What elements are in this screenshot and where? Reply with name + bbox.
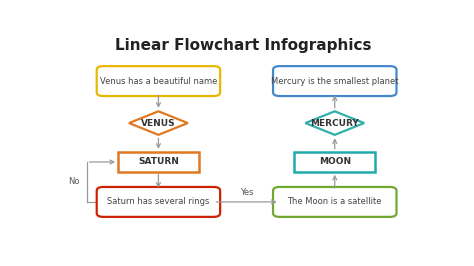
FancyBboxPatch shape — [97, 66, 220, 96]
FancyBboxPatch shape — [294, 152, 375, 172]
FancyBboxPatch shape — [273, 66, 396, 96]
FancyBboxPatch shape — [118, 152, 199, 172]
Text: MOON: MOON — [319, 157, 351, 167]
FancyBboxPatch shape — [273, 187, 396, 217]
Text: Yes: Yes — [240, 188, 253, 197]
FancyBboxPatch shape — [97, 187, 220, 217]
Text: VENUS: VENUS — [141, 119, 176, 128]
Text: SATURN: SATURN — [138, 157, 179, 167]
Text: MERCURY: MERCURY — [310, 119, 359, 128]
Text: No: No — [68, 177, 80, 186]
Text: Saturn has several rings: Saturn has several rings — [107, 197, 210, 206]
Polygon shape — [129, 111, 188, 135]
Text: Venus has a beautiful name: Venus has a beautiful name — [100, 77, 217, 86]
Text: Mercury is the smallest planet: Mercury is the smallest planet — [271, 77, 399, 86]
Text: Linear Flowchart Infographics: Linear Flowchart Infographics — [115, 38, 371, 53]
Text: The Moon is a satellite: The Moon is a satellite — [288, 197, 382, 206]
Polygon shape — [305, 111, 364, 135]
